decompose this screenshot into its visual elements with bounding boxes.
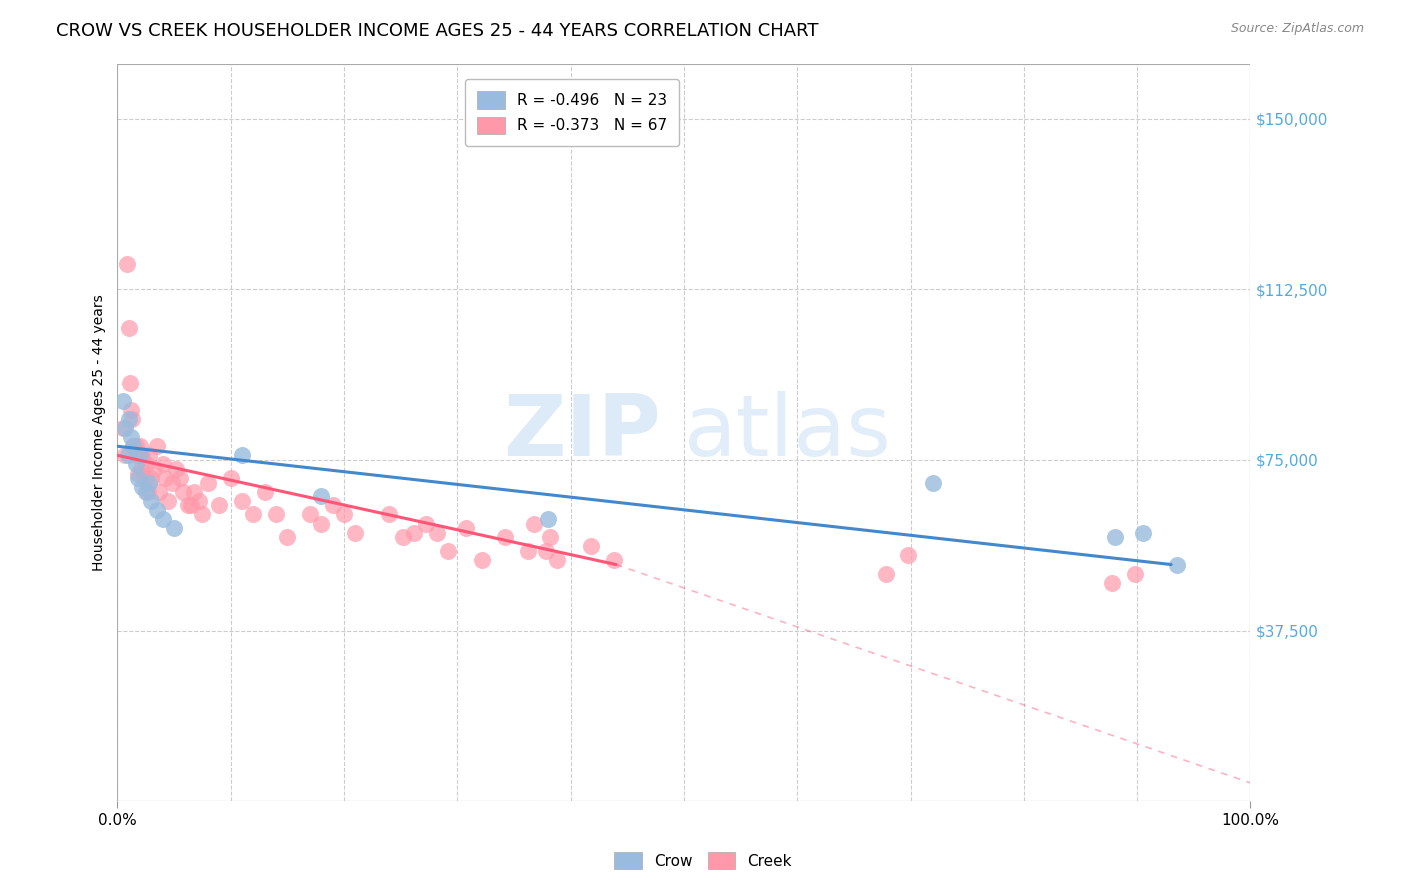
Point [188,493,211,508]
Point [118,412,141,426]
Point [1104,530,1126,544]
Point [523,516,546,531]
Point [404,525,426,540]
Point [125,448,148,462]
Point [516,544,538,558]
Point [253,484,276,499]
Point [602,553,624,567]
Point [136,484,159,499]
Point [138,475,160,490]
Point [1101,575,1123,590]
Point [138,448,160,462]
Point [148,484,170,499]
Point [134,471,156,485]
Point [322,499,344,513]
Point [471,553,494,567]
Point [121,412,143,426]
Point [131,480,153,494]
Point [1166,558,1188,572]
Point [165,462,187,476]
Point [129,462,152,476]
Point [112,421,135,435]
Point [114,421,136,435]
Point [494,530,516,544]
Point [129,439,152,453]
Point [299,508,322,522]
Point [117,448,139,462]
Point [124,458,146,472]
Point [141,471,163,485]
Point [579,539,602,553]
Point [176,499,198,513]
Point [146,503,169,517]
Point [208,499,231,513]
Point [264,508,287,522]
Point [146,439,169,453]
Text: CROW VS CREEK HOUSEHOLDER INCOME AGES 25 - 44 YEARS CORRELATION CHART: CROW VS CREEK HOUSEHOLDER INCOME AGES 25… [56,22,818,40]
Point [426,525,449,540]
Point [344,525,367,540]
Point [129,448,152,462]
Point [546,553,568,567]
Point [120,402,142,417]
Point [197,475,219,490]
Point [534,544,557,558]
Point [135,484,157,499]
Point [1132,525,1154,540]
Point [1123,566,1146,581]
Point [242,508,264,522]
Point [122,439,145,453]
Text: atlas: atlas [683,391,891,474]
Text: ZIP: ZIP [503,391,661,474]
Point [131,448,153,462]
Point [231,448,253,462]
Point [152,512,174,526]
Point [922,475,945,490]
Point [180,499,202,513]
Point [437,544,460,558]
Point [219,471,242,485]
Point [172,484,194,499]
Legend: R = -0.496   N = 23, R = -0.373   N = 67: R = -0.496 N = 23, R = -0.373 N = 67 [465,79,679,146]
Point [875,566,897,581]
Point [231,493,253,508]
Point [169,471,191,485]
Point [115,257,138,271]
Point [311,489,333,503]
Point [114,448,136,462]
Point [183,484,205,499]
Point [897,549,920,563]
Text: Source: ZipAtlas.com: Source: ZipAtlas.com [1230,22,1364,36]
Point [537,512,560,526]
Point [118,321,141,335]
Point [333,508,356,522]
Point [311,516,333,531]
Point [141,493,163,508]
Point [118,376,141,390]
Point [191,508,214,522]
Point [152,458,174,472]
Point [415,516,437,531]
Legend: Crow, Creek: Crow, Creek [607,846,799,875]
Point [142,462,165,476]
Point [456,521,478,535]
Point [112,393,135,408]
Point [157,493,180,508]
Point [538,530,561,544]
Point [127,471,149,485]
Point [378,508,401,522]
Point [392,530,415,544]
Point [127,467,149,481]
Point [120,430,142,444]
Point [122,439,145,453]
Point [124,439,146,453]
Point [153,471,176,485]
Point [276,530,298,544]
Point [163,521,186,535]
Y-axis label: Householder Income Ages 25 - 44 years: Householder Income Ages 25 - 44 years [93,294,107,571]
Point [160,475,183,490]
Point [135,458,157,472]
